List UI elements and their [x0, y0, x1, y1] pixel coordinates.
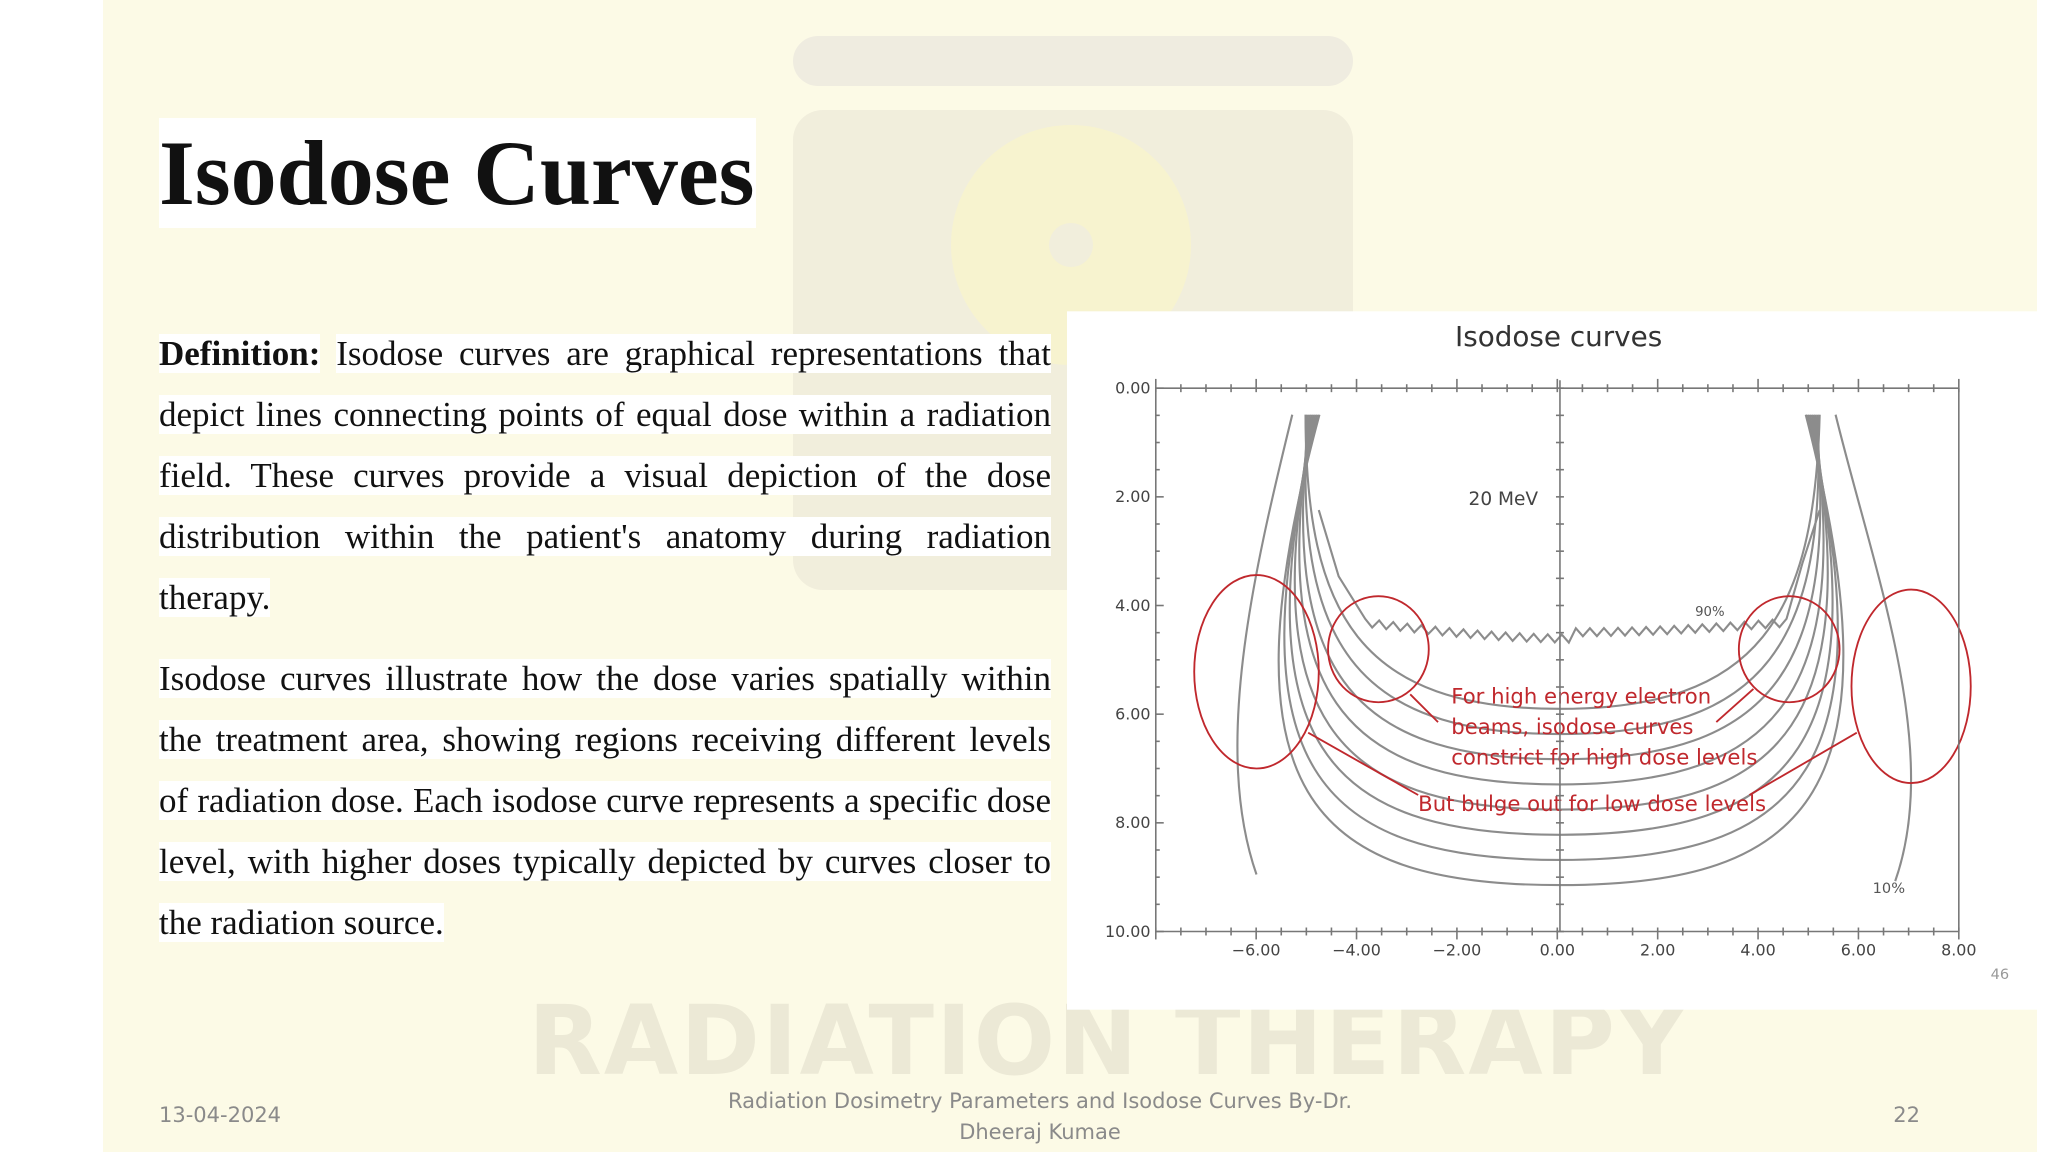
figure-title: Isodose curves: [1455, 320, 1662, 353]
footer-date: 13-04-2024: [159, 1103, 282, 1127]
isodose-curve: [1834, 414, 1913, 882]
y-axis-label: 10.00: [1105, 922, 1151, 941]
annotation: constrict for high dose levels: [1451, 745, 1757, 770]
x-axis-label: −2.00: [1433, 940, 1482, 959]
isodose-curve: [1236, 414, 1294, 875]
paragraph-text: Isodose curves illustrate how the dose v…: [159, 659, 1051, 942]
x-axis-label: 4.00: [1740, 940, 1775, 959]
energy-label: 20 MeV: [1469, 489, 1539, 510]
annotation: For high energy electron: [1451, 684, 1711, 709]
footer-caption: Radiation Dosimetry Parameters and Isodo…: [640, 1086, 1440, 1148]
x-axis-label: 2.00: [1640, 940, 1675, 959]
axes: [1154, 378, 1960, 940]
page-number: 46: [1991, 966, 2010, 983]
paragraph: Definition: Isodose curves are graphical…: [159, 323, 1051, 628]
caption-line: Dheeraj Kumae: [959, 1120, 1121, 1144]
x-axis-label: 6.00: [1841, 940, 1876, 959]
y-axis-label: 4.00: [1115, 596, 1150, 615]
caption-line: Radiation Dosimetry Parameters and Isodo…: [728, 1089, 1352, 1113]
x-axis-label: −4.00: [1332, 940, 1381, 959]
paragraph-text: Isodose curves are graphical representat…: [159, 334, 1051, 617]
y-axis-label: 6.00: [1115, 704, 1150, 723]
y-axis-label: 0.00: [1115, 378, 1150, 397]
annotation: But bulge out for low dose levels: [1418, 791, 1766, 816]
lead: Definition:: [159, 334, 321, 373]
annotation: beams, isodose curves: [1451, 714, 1693, 739]
footer-slide-number: 22: [1893, 1103, 1920, 1127]
slide-title: Isodose Curves: [159, 118, 757, 228]
x-axis-label: −6.00: [1232, 940, 1281, 959]
curve-label: 10%: [1873, 880, 1906, 897]
paragraph: Isodose curves illustrate how the dose v…: [159, 648, 1051, 953]
curve-label: 90%: [1695, 605, 1724, 620]
y-axis-label: 8.00: [1115, 813, 1150, 832]
figure: Isodose curves For high energy electron …: [1067, 311, 2037, 1010]
x-axis-label: 8.00: [1941, 940, 1976, 959]
y-axis-label: 2.00: [1115, 487, 1150, 506]
x-axis-label: 0.00: [1540, 940, 1575, 959]
